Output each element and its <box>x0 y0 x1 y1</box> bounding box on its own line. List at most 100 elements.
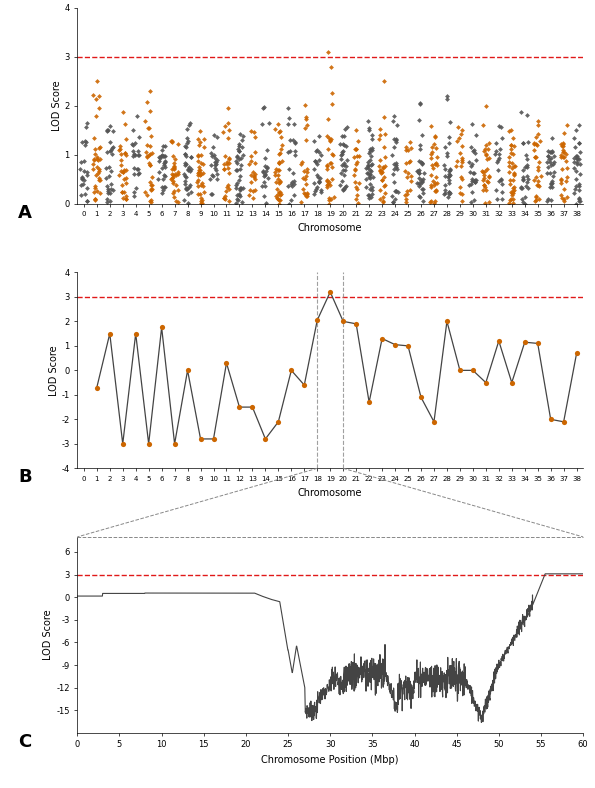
Point <box>392 119 402 132</box>
Point <box>427 195 436 207</box>
Point <box>283 180 293 192</box>
Point <box>556 173 566 185</box>
Point <box>341 159 350 172</box>
Point <box>352 150 361 162</box>
Point <box>508 189 517 202</box>
Point <box>250 125 259 138</box>
Point <box>337 147 347 159</box>
Point <box>365 154 375 166</box>
Point <box>322 163 332 176</box>
Point <box>83 195 92 207</box>
Point <box>380 75 389 87</box>
Point <box>457 195 466 208</box>
Y-axis label: LOD Score: LOD Score <box>49 345 58 396</box>
Point <box>181 170 191 183</box>
Point <box>530 174 539 187</box>
Point <box>77 172 86 184</box>
Point <box>231 154 241 167</box>
Point <box>492 156 502 169</box>
Point <box>402 141 411 154</box>
Point <box>544 153 554 165</box>
Point <box>365 188 374 201</box>
Point <box>118 165 128 178</box>
Point <box>159 157 169 169</box>
Point <box>508 147 518 160</box>
Point <box>516 181 526 194</box>
Point <box>82 169 92 181</box>
Point <box>535 135 544 147</box>
Point <box>160 160 170 173</box>
Point <box>271 163 280 176</box>
Point <box>143 121 152 134</box>
Point <box>352 188 362 201</box>
Point <box>547 144 557 157</box>
Point <box>367 142 377 154</box>
Point <box>277 188 286 200</box>
Point <box>301 177 311 190</box>
Point <box>118 437 127 450</box>
Point <box>316 149 325 162</box>
Point <box>142 151 151 164</box>
Point <box>569 156 579 169</box>
Point <box>572 158 582 171</box>
Point <box>456 128 466 140</box>
Point <box>575 193 584 206</box>
Point <box>77 136 87 148</box>
Point <box>302 165 312 178</box>
Point <box>325 157 335 169</box>
Point <box>414 113 424 126</box>
Point <box>337 158 347 171</box>
Point <box>121 118 130 131</box>
X-axis label: Chromosome: Chromosome <box>298 223 362 233</box>
Point <box>478 173 488 186</box>
Point <box>184 161 193 173</box>
Point <box>103 180 112 192</box>
Point <box>207 151 217 163</box>
Point <box>452 155 462 168</box>
Point <box>478 184 488 196</box>
Point <box>390 193 399 206</box>
Point <box>299 379 309 392</box>
Point <box>108 141 118 154</box>
Point <box>145 121 154 134</box>
Point <box>193 173 203 186</box>
Point <box>89 162 98 175</box>
Point <box>574 194 583 206</box>
Point <box>444 168 454 180</box>
Point <box>364 159 373 172</box>
Point <box>328 87 337 99</box>
Point <box>316 186 325 199</box>
Point <box>518 195 528 208</box>
Point <box>154 165 164 178</box>
Point <box>310 185 320 198</box>
Point <box>431 157 440 169</box>
Point <box>455 187 465 199</box>
Point <box>377 174 387 187</box>
Point <box>350 162 360 175</box>
Point <box>572 152 581 165</box>
Point <box>368 128 377 141</box>
Point <box>400 165 410 177</box>
Point <box>467 186 477 199</box>
Point <box>533 115 543 128</box>
Point <box>235 169 245 182</box>
Point <box>367 188 377 200</box>
Point <box>497 173 506 185</box>
Point <box>468 173 477 185</box>
Point <box>414 167 424 180</box>
Point <box>324 192 334 205</box>
Point <box>93 154 102 166</box>
Point <box>208 188 217 201</box>
Point <box>363 158 372 171</box>
Point <box>193 180 202 192</box>
Point <box>558 143 568 156</box>
Point <box>413 165 422 177</box>
Point <box>414 155 424 168</box>
Point <box>263 172 273 184</box>
Point <box>131 327 140 340</box>
Point <box>224 157 233 169</box>
Point <box>261 152 270 165</box>
Point <box>532 139 541 151</box>
Point <box>168 170 178 183</box>
Point <box>571 180 581 192</box>
